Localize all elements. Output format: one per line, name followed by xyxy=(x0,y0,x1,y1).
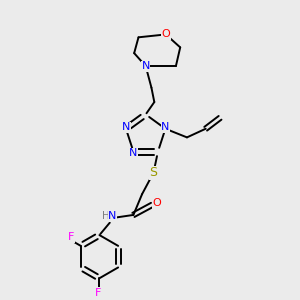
Text: O: O xyxy=(161,29,170,39)
Text: H: H xyxy=(102,212,110,221)
Text: N: N xyxy=(142,61,150,71)
Text: S: S xyxy=(149,166,158,179)
Text: F: F xyxy=(68,232,75,242)
Text: F: F xyxy=(95,288,101,298)
Text: N: N xyxy=(129,148,138,158)
Text: O: O xyxy=(153,198,161,208)
Text: N: N xyxy=(161,122,170,132)
Text: N: N xyxy=(122,122,130,132)
Text: N: N xyxy=(108,212,117,221)
